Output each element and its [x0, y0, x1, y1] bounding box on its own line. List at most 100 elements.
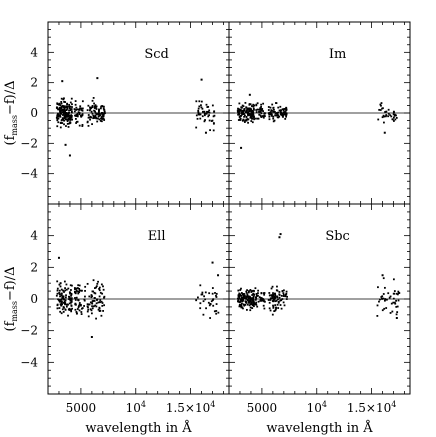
x-tick-label: 104	[307, 400, 327, 415]
data-point	[74, 297, 76, 299]
data-point	[74, 291, 76, 294]
data-point	[70, 294, 72, 297]
data-point	[56, 115, 59, 118]
data-point	[383, 121, 385, 124]
data-point	[257, 108, 260, 111]
data-point	[285, 115, 288, 118]
data-point	[278, 115, 281, 118]
data-point	[252, 303, 255, 306]
data-point	[268, 118, 271, 121]
data-point	[67, 126, 70, 128]
data-point	[237, 110, 239, 113]
data-point	[56, 106, 58, 109]
y-tick-label: −2	[20, 136, 38, 150]
data-point	[70, 292, 73, 295]
data-point	[103, 108, 105, 111]
data-point	[67, 114, 70, 117]
data-point	[262, 304, 265, 307]
data-point	[81, 109, 84, 112]
data-point	[268, 301, 271, 304]
data-point	[253, 305, 255, 308]
data-point	[199, 284, 202, 287]
data-point	[284, 117, 287, 120]
data-point	[101, 112, 104, 114]
data-point	[101, 304, 104, 307]
data-point	[260, 299, 263, 302]
data-points	[55, 77, 216, 157]
data-point	[276, 296, 279, 299]
data-point	[78, 287, 81, 290]
data-point	[60, 119, 63, 122]
data-point	[245, 301, 248, 304]
data-point	[69, 105, 72, 108]
data-point	[70, 111, 73, 114]
data-point	[239, 109, 241, 112]
data-point	[259, 110, 262, 113]
data-point	[276, 303, 279, 306]
data-point	[62, 301, 65, 304]
data-point	[101, 292, 104, 295]
data-point	[65, 288, 68, 291]
data-point	[87, 306, 89, 309]
data-point	[102, 115, 105, 118]
data-point	[99, 114, 102, 117]
data-point	[244, 303, 247, 306]
data-point	[61, 108, 63, 111]
data-point	[280, 307, 283, 310]
data-point	[274, 112, 277, 115]
data-point	[70, 97, 73, 100]
data-point	[393, 114, 396, 117]
data-point	[58, 292, 61, 295]
data-point	[243, 115, 245, 118]
data-point	[97, 280, 99, 283]
data-point	[252, 295, 255, 298]
data-point	[203, 114, 206, 117]
data-point	[241, 302, 243, 305]
data-point	[94, 114, 97, 117]
data-point	[260, 292, 263, 294]
y-axis-label: (fmass−f)/Δ	[3, 80, 19, 145]
data-point	[250, 303, 253, 305]
data-point	[87, 116, 90, 119]
data-point	[239, 117, 242, 120]
data-point	[197, 109, 200, 112]
panel-scd: −4 −2 0 2 4 Scd (fmass−f)/Δ	[3, 21, 230, 205]
data-point	[95, 286, 97, 289]
data-point	[56, 287, 59, 290]
data-point	[251, 117, 253, 120]
data-point	[381, 295, 384, 298]
data-point	[93, 105, 96, 108]
data-point	[209, 302, 212, 305]
data-point	[391, 118, 394, 121]
data-point	[379, 103, 382, 106]
data-point	[197, 111, 200, 114]
data-point	[60, 105, 63, 108]
data-point	[279, 111, 282, 113]
data-point	[392, 297, 395, 300]
data-point	[237, 119, 240, 121]
data-point	[263, 307, 266, 310]
data-point	[81, 100, 84, 103]
data-point	[80, 311, 83, 313]
data-point	[64, 296, 67, 299]
data-point	[207, 105, 210, 108]
data-point	[267, 112, 270, 115]
data-point	[76, 113, 79, 116]
data-point	[198, 100, 201, 103]
data-point	[208, 111, 211, 114]
data-point	[246, 298, 249, 301]
data-point	[389, 295, 392, 298]
data-point	[65, 305, 68, 308]
data-point	[205, 307, 207, 310]
data-point	[268, 113, 271, 116]
data-point	[279, 109, 282, 112]
data-point	[197, 107, 200, 110]
data-point	[56, 280, 59, 283]
data-point	[247, 300, 250, 302]
data-point	[385, 307, 388, 309]
data-point	[94, 304, 97, 307]
data-point	[238, 295, 241, 298]
data-point	[87, 104, 90, 107]
data-point	[68, 112, 70, 114]
data-point	[248, 297, 251, 300]
